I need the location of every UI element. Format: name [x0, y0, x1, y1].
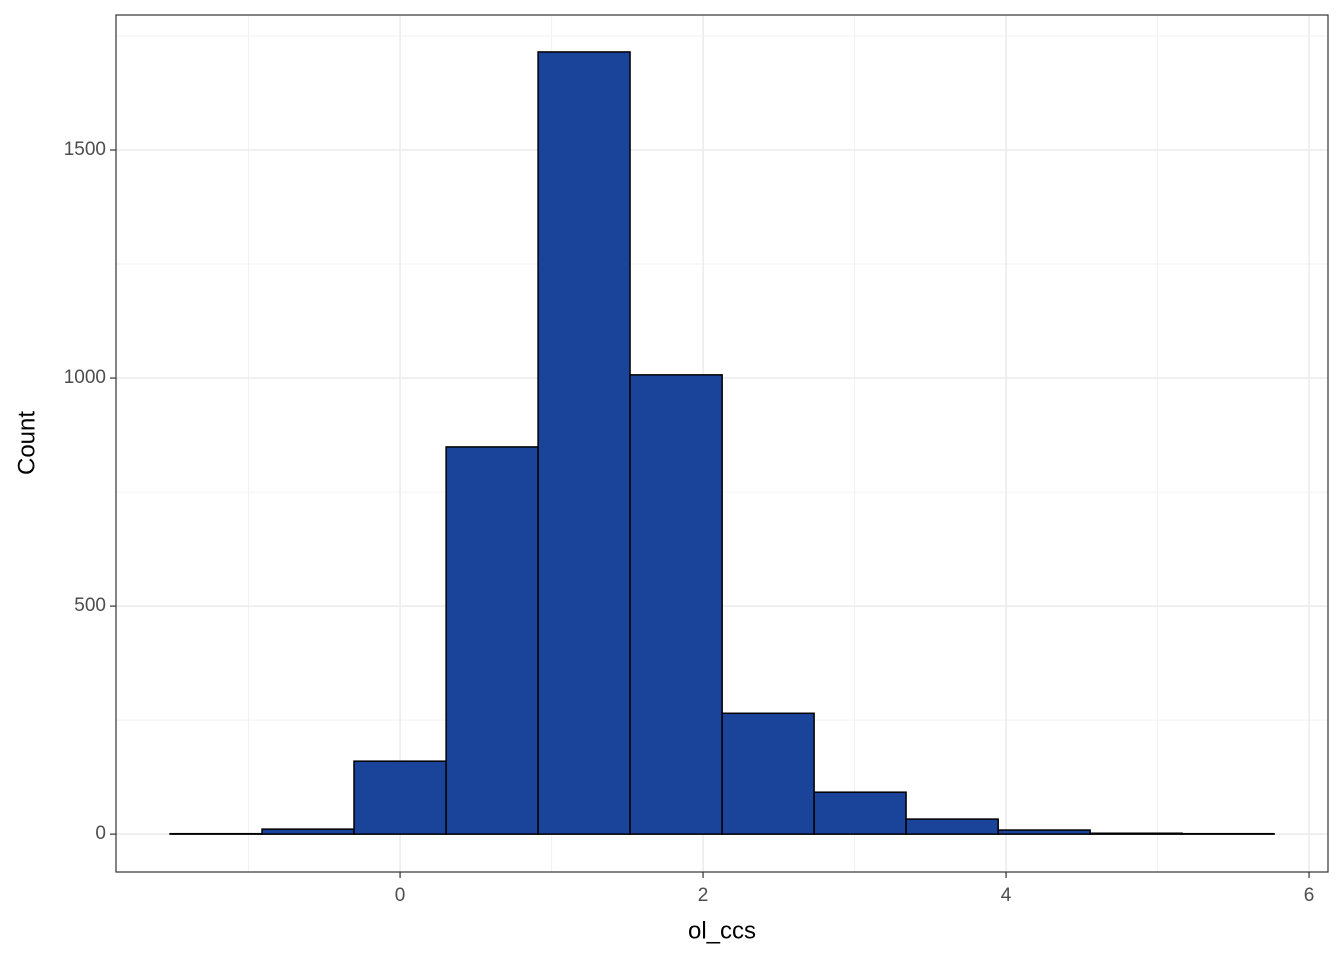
bar — [353, 760, 447, 835]
bar — [905, 818, 999, 835]
x-tick-label: 6 — [1304, 885, 1315, 906]
bar — [261, 828, 355, 835]
bar — [629, 374, 723, 835]
bar — [445, 446, 539, 835]
x-tick-label: 4 — [1001, 885, 1012, 906]
y-tick-label: 500 — [74, 595, 106, 616]
y-tick-label: 1000 — [64, 367, 106, 388]
x-tick-label: 2 — [698, 885, 709, 906]
bar — [997, 829, 1091, 835]
y-tick-label: 1500 — [64, 139, 106, 160]
bar — [537, 51, 631, 835]
x-axis-title: ol_ccs — [688, 917, 756, 944]
y-axis-title: Count — [13, 411, 40, 475]
x-tick-label: 0 — [395, 885, 406, 906]
bar — [1089, 832, 1183, 835]
bar — [721, 712, 815, 835]
panel-border — [115, 14, 1329, 873]
y-tick-label: 0 — [95, 823, 106, 844]
bar — [813, 791, 907, 835]
